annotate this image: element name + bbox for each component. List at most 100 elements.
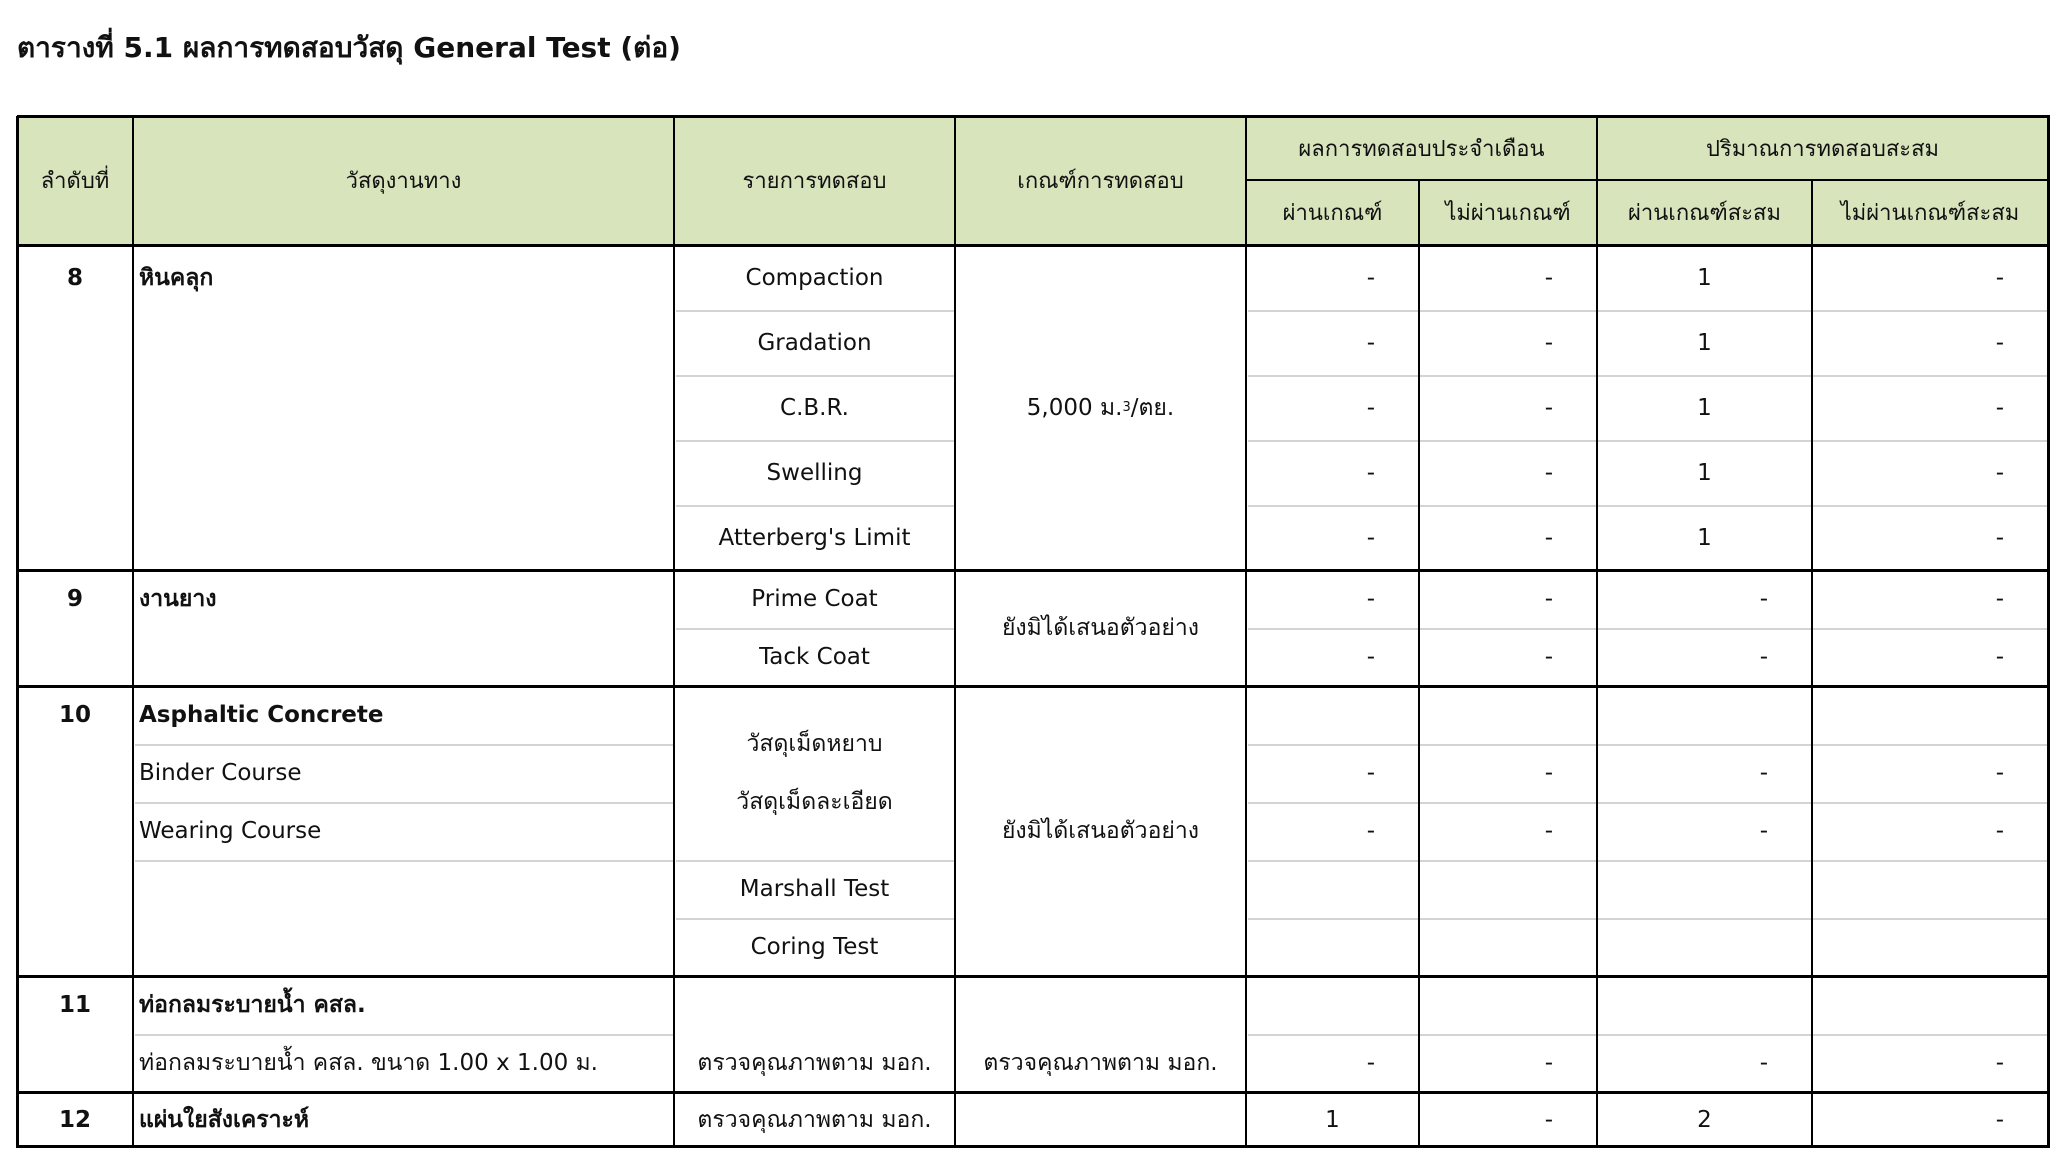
row-border [17,975,2050,978]
sub-material-name: ท่อกลมระบายน้ำ คสล. ขนาด 1.00 x 1.00 ม. [139,1050,598,1076]
column-border [16,116,19,1148]
row-divider [1248,628,2047,630]
value-cell: - [1995,644,2004,670]
value-cell: - [1544,586,1553,612]
value-cell: - [1366,586,1375,612]
row-divider [1248,375,2047,377]
header-month-fail: ไม่ผ่านเกณฑ์ [1445,201,1571,226]
value-cell: - [1995,264,2004,291]
row-number: 10 [58,702,91,728]
header-no: ลำดับที่ [40,169,110,194]
column-border [1418,180,1420,1148]
header-monthly-group: ผลการทดสอบประจำเดือน [1298,136,1545,162]
sub-material-name: Wearing Course [139,818,322,844]
row-divider [1248,744,2047,746]
column-border [673,116,675,1148]
value-cell: - [1544,1107,1553,1133]
page-title: ตารางที่ 5.1 ผลการทดสอบวัสดุ General Tes… [17,31,681,64]
row-number: 12 [58,1107,91,1133]
criteria-sup: 3 [1122,400,1131,415]
value-cell: - [1366,329,1375,356]
row-divider [135,1034,673,1036]
value-cell: - [1544,524,1553,551]
value-cell: - [1759,1050,1768,1076]
value-cell: - [1544,644,1553,670]
value-cell: 1 [1697,524,1712,551]
value-cell: - [1995,329,2004,356]
value-cell: - [1759,818,1768,844]
column-border [132,116,134,1148]
row-number: 9 [66,586,83,612]
value-cell: - [1366,644,1375,670]
row-divider [1248,918,2047,920]
row-border [17,115,2050,118]
material-name: งานยาง [139,586,217,612]
criteria-cell: 5,000 ม. 3/ตย. [955,245,1246,570]
header-cumulative-group: ปริมาณการทดสอบสะสม [1705,136,1940,162]
value-cell: - [1366,459,1375,486]
header-test: รายการทดสอบ [742,169,887,194]
value-cell: - [1544,264,1553,291]
row-border [17,1145,2050,1148]
row-divider [135,860,673,862]
test-name: Compaction [745,264,884,291]
row-border [17,685,2050,688]
column-border [2047,116,2050,1148]
value-cell: - [1995,1107,2004,1133]
test-name: Prime Coat [751,586,878,612]
value-cell: - [1544,1050,1553,1076]
value-cell: - [1995,1050,2004,1076]
value-cell: 1 [1697,394,1712,421]
row-border [1246,179,2048,181]
row-divider [676,628,954,630]
value-cell: - [1759,586,1768,612]
column-border [1811,180,1813,1148]
value-cell: - [1366,1050,1375,1076]
value-cell: - [1544,459,1553,486]
row-divider [1248,802,2047,804]
value-cell: - [1366,394,1375,421]
test-name: วัสดุเม็ดละเอียด [736,789,893,815]
row-number: 11 [58,992,91,1018]
value-cell: 1 [1697,329,1712,356]
row-divider [676,505,954,507]
test-name: Gradation [757,329,872,356]
material-name: ท่อกลมระบายน้ำ คสล. [139,992,366,1018]
row-border [17,569,2050,572]
test-name: ตรวจคุณภาพตาม มอก. [697,1107,932,1133]
row-divider [676,310,954,312]
row-number: 8 [66,265,83,291]
row-divider [676,375,954,377]
value-cell: 1 [1697,264,1712,291]
value-cell: - [1995,459,2004,486]
header-cum-pass: ผ่านเกณฑ์สะสม [1628,201,1781,226]
row-divider [676,440,954,442]
row-divider [1248,1034,2047,1036]
row-divider [135,802,673,804]
value-cell: - [1995,760,2004,786]
row-divider [1248,310,2047,312]
test-name: Atterberg's Limit [718,524,911,551]
column-border [1245,116,1247,1148]
value-cell: - [1366,524,1375,551]
row-border [17,244,2050,247]
criteria-cell: ยังมิได้เสนอตัวอย่าง [1001,818,1200,844]
material-name: หินคลุก [139,265,214,291]
value-cell: - [1544,760,1553,786]
criteria-main: 5,000 ม. [1026,394,1123,421]
value-cell: 1 [1697,459,1712,486]
criteria-cell: ยังมิได้เสนอตัวอย่าง [1001,615,1200,641]
row-divider [1248,440,2047,442]
value-cell: - [1544,818,1553,844]
value-cell: - [1995,818,2004,844]
column-border [954,116,956,1148]
row-divider [135,744,673,746]
value-cell: - [1366,264,1375,291]
criteria-cell: ตรวจคุณภาพตาม มอก. [983,1050,1218,1076]
column-border [1596,116,1598,1148]
test-name: Tack Coat [759,644,870,670]
row-divider [676,918,954,920]
value-cell: - [1995,394,2004,421]
value-cell: - [1995,586,2004,612]
value-cell: - [1544,329,1553,356]
